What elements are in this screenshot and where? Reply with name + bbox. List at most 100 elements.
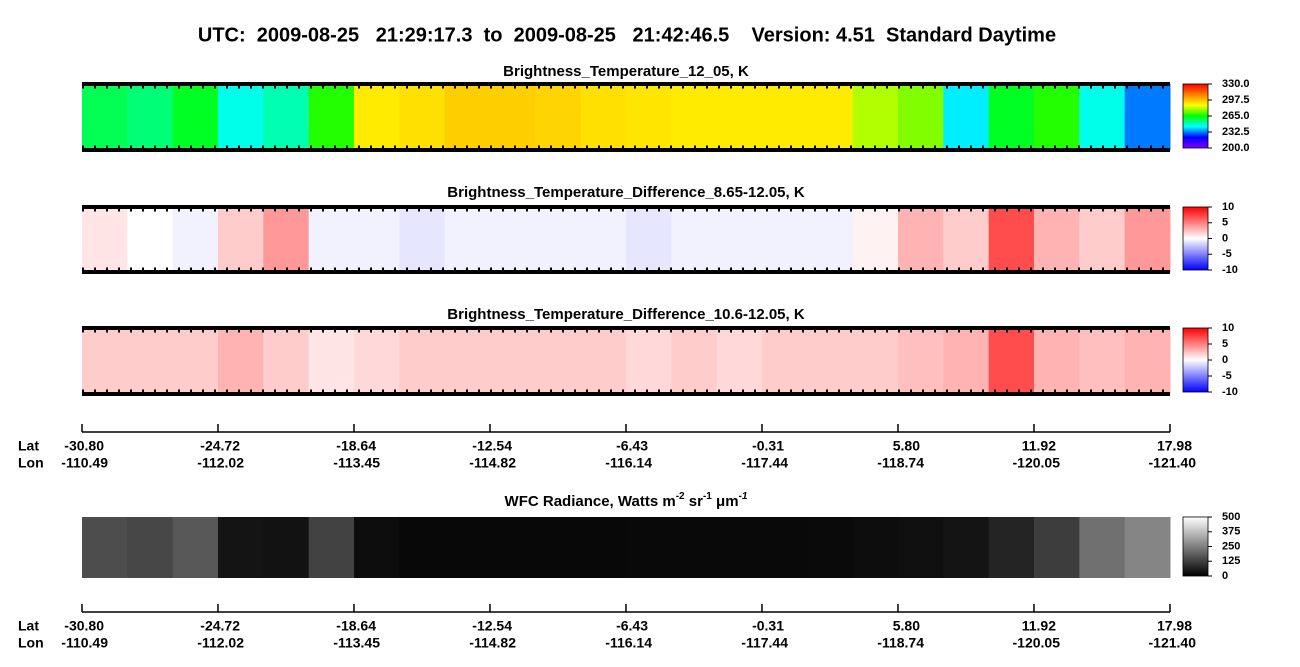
strip-cell [762, 517, 808, 578]
strip-cell [852, 517, 899, 578]
colorbar-tick-label: -10 [1222, 386, 1238, 398]
lat-label: -30.80 [64, 438, 104, 454]
strip-cell [218, 328, 264, 394]
strip-cell [580, 207, 627, 272]
title-part: sr [685, 493, 704, 510]
lon-label: -120.05 [1013, 455, 1061, 471]
strip-cell [535, 84, 582, 150]
panel-title: WFC Radiance, Watts m-2 sr-1 μm-1 [505, 491, 748, 510]
strip-cell [444, 207, 491, 272]
colorbar-tick-label: 0 [1222, 570, 1228, 582]
lat-label: 5.80 [893, 618, 920, 634]
strip-cell [1079, 84, 1126, 150]
strip-cell [127, 328, 174, 394]
strip-cell [988, 84, 1035, 150]
title-part: μm [712, 493, 739, 510]
strip-cell [943, 517, 990, 578]
lon-label: -113.45 [333, 455, 380, 471]
strip-cell [218, 84, 264, 150]
strip-cell [807, 328, 854, 394]
strip-cell [1034, 84, 1080, 150]
strip-cell [762, 84, 808, 150]
colorbar-tick-label: 232.5 [1222, 126, 1250, 138]
lon-label: -118.74 [877, 455, 924, 471]
strip-cell [671, 517, 718, 578]
colorbar-tick-label: -10 [1222, 264, 1238, 276]
strip-cell [263, 84, 310, 150]
title-superscript: -2 [676, 491, 685, 502]
colorbar-tick-label: 5 [1222, 217, 1228, 229]
strip-cell [762, 328, 808, 394]
lon-label: -117.44 [741, 635, 788, 651]
axis-row-label: Lon [18, 635, 44, 651]
strip-cell [626, 207, 672, 272]
strip-cell [716, 517, 763, 578]
strip-cell [852, 207, 899, 272]
strip-cell [1124, 517, 1171, 578]
lat-label: -24.72 [200, 438, 240, 454]
strip-cell [762, 207, 808, 272]
colorbar-tick-label: 10 [1222, 322, 1234, 334]
lon-label: -121.40 [1149, 455, 1197, 471]
title-part: WFC Radiance, Watts m [505, 493, 676, 510]
strip-cell [943, 328, 990, 394]
lat-label: -12.54 [472, 438, 512, 454]
strip-cell [490, 84, 536, 150]
strip-cell [308, 207, 355, 272]
strip-cell [127, 517, 174, 578]
strip-cell [1034, 328, 1080, 394]
lon-label: -116.14 [605, 455, 652, 471]
strip-cell [1124, 207, 1171, 272]
strip-cell [172, 328, 219, 394]
lat-label: -24.72 [200, 618, 240, 634]
strip-cell [127, 207, 174, 272]
strip-cell [943, 207, 990, 272]
strip-cell [535, 207, 582, 272]
strip-cell [852, 328, 899, 394]
strip-cell [127, 84, 174, 150]
strip-cell [1034, 517, 1080, 578]
strip-cell [308, 328, 355, 394]
strip-cell [580, 84, 627, 150]
colorbar-tick-label: 125 [1222, 555, 1240, 567]
lat-label: -18.64 [336, 618, 376, 634]
colorbar-tick-label: 0 [1222, 354, 1228, 366]
colorbar-tick-label: -5 [1222, 370, 1232, 382]
strip-cell [218, 517, 264, 578]
strip-cell [172, 207, 219, 272]
strip-cell [898, 207, 944, 272]
strip-cell [580, 328, 627, 394]
strip-cell [716, 84, 763, 150]
colorbar [1182, 83, 1209, 149]
lat-label: -0.31 [752, 618, 784, 634]
strip-cell [898, 517, 944, 578]
strip-cell [1034, 207, 1080, 272]
strip-cell [490, 328, 536, 394]
strip-cell [807, 517, 854, 578]
strip-cell [807, 84, 854, 150]
strip-cell [671, 84, 718, 150]
strip-cell [82, 328, 128, 394]
strip-cell [172, 84, 219, 150]
strip-cell [82, 84, 128, 150]
strip-cell [444, 84, 491, 150]
strip-cell [626, 84, 672, 150]
axis-row-label: Lat [18, 618, 39, 634]
strip-cell [716, 328, 763, 394]
strip-cell [1124, 328, 1171, 394]
strip-cell [490, 207, 536, 272]
strip-cell [671, 207, 718, 272]
lat-label: -0.31 [752, 438, 784, 454]
colorbar-tick-label: 500 [1222, 511, 1240, 523]
strip-cell [263, 517, 310, 578]
lon-label: -121.40 [1149, 635, 1197, 651]
lon-label: -112.02 [197, 635, 244, 651]
strip-cell [580, 517, 627, 578]
lat-label: 17.98 [1157, 438, 1192, 454]
colorbar-tick-label: 10 [1222, 201, 1234, 213]
strip-cell [1079, 207, 1126, 272]
axis-row-label: Lat [18, 438, 39, 454]
colorbar [1182, 327, 1209, 393]
strip-cell [807, 207, 854, 272]
